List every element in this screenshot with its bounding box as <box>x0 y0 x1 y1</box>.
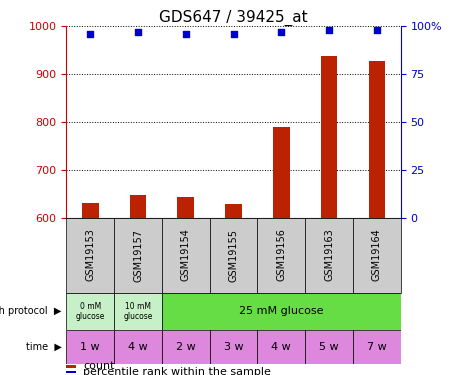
Text: GSM19157: GSM19157 <box>133 228 143 282</box>
FancyBboxPatch shape <box>210 217 257 292</box>
Point <box>326 27 333 33</box>
Text: 1 w: 1 w <box>81 342 100 352</box>
Text: time  ▶: time ▶ <box>26 342 62 352</box>
Point <box>278 29 285 35</box>
Bar <box>130 195 147 217</box>
Text: 2 w: 2 w <box>176 342 196 352</box>
FancyBboxPatch shape <box>353 217 401 292</box>
Point <box>87 31 94 37</box>
FancyBboxPatch shape <box>114 217 162 292</box>
FancyBboxPatch shape <box>66 330 114 364</box>
Bar <box>225 204 242 218</box>
Text: 4 w: 4 w <box>128 342 148 352</box>
Text: 25 mM glucose: 25 mM glucose <box>239 306 324 316</box>
FancyBboxPatch shape <box>66 292 114 330</box>
Text: count: count <box>83 361 114 371</box>
Point <box>230 31 237 37</box>
Text: 5 w: 5 w <box>319 342 339 352</box>
Text: GSM19155: GSM19155 <box>229 228 239 282</box>
Bar <box>369 61 385 217</box>
Text: GSM19163: GSM19163 <box>324 229 334 281</box>
Bar <box>66 365 76 368</box>
Point <box>182 31 190 37</box>
FancyBboxPatch shape <box>114 330 162 364</box>
FancyBboxPatch shape <box>257 217 305 292</box>
FancyBboxPatch shape <box>162 330 210 364</box>
Point <box>373 27 381 33</box>
FancyBboxPatch shape <box>162 217 210 292</box>
Bar <box>273 127 290 218</box>
Text: 10 mM
glucose: 10 mM glucose <box>123 302 153 321</box>
FancyBboxPatch shape <box>305 330 353 364</box>
Text: 0 mM
glucose: 0 mM glucose <box>76 302 105 321</box>
Text: 7 w: 7 w <box>367 342 387 352</box>
Bar <box>321 56 338 217</box>
Text: GSM19156: GSM19156 <box>276 228 286 281</box>
Title: GDS647 / 39425_at: GDS647 / 39425_at <box>159 10 308 26</box>
Bar <box>82 203 98 217</box>
Text: 4 w: 4 w <box>272 342 291 352</box>
FancyBboxPatch shape <box>114 292 162 330</box>
FancyBboxPatch shape <box>210 330 257 364</box>
Text: GSM19154: GSM19154 <box>181 228 191 281</box>
Text: GSM19153: GSM19153 <box>85 228 95 281</box>
FancyBboxPatch shape <box>162 292 401 330</box>
Text: percentile rank within the sample: percentile rank within the sample <box>83 367 271 375</box>
FancyBboxPatch shape <box>353 330 401 364</box>
Bar <box>66 370 76 374</box>
FancyBboxPatch shape <box>305 217 353 292</box>
Point <box>134 29 142 35</box>
Text: GSM19164: GSM19164 <box>372 229 382 281</box>
FancyBboxPatch shape <box>66 217 114 292</box>
Bar <box>177 197 194 217</box>
Text: 3 w: 3 w <box>224 342 243 352</box>
FancyBboxPatch shape <box>257 330 305 364</box>
Text: growth protocol  ▶: growth protocol ▶ <box>0 306 62 316</box>
